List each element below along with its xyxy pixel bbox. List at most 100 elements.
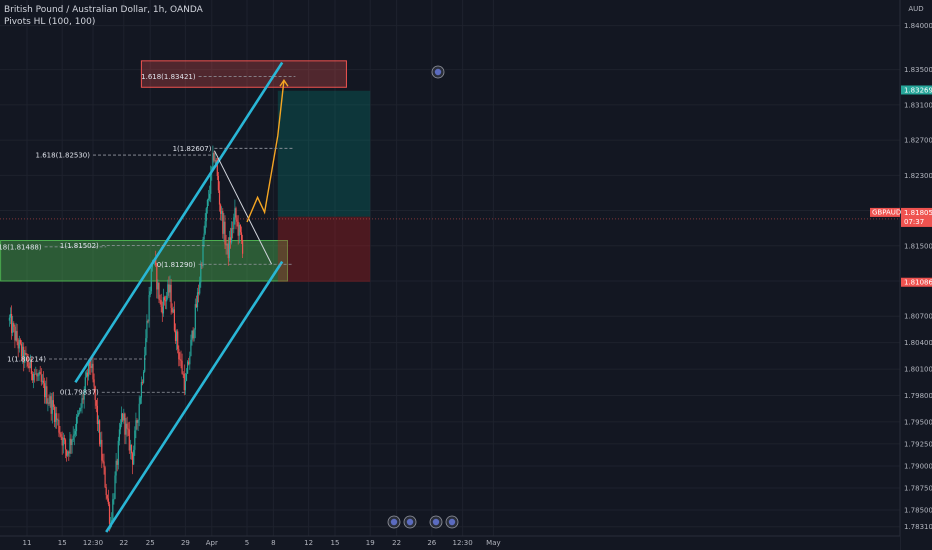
candle-body [140, 381, 142, 398]
candle-body [215, 160, 217, 164]
currency-label: AUD [908, 5, 923, 13]
fib-level-label: 1(1.82607) [173, 145, 212, 153]
candle-body [160, 300, 162, 308]
price-tick-label: 1.81500 [904, 242, 932, 250]
candle-body [200, 265, 202, 283]
candle-body [194, 304, 196, 330]
time-tick-label: 12 [304, 539, 313, 547]
candle-body [74, 431, 76, 435]
time-tick-label: 26 [427, 539, 436, 547]
candle-body [176, 331, 178, 341]
candle-body [102, 460, 104, 462]
time-tick-label: 8 [271, 539, 275, 547]
candle-body [178, 349, 180, 360]
candle-body [12, 323, 14, 333]
event-icons[interactable] [387, 65, 459, 529]
candle-body [124, 413, 126, 435]
candle-body [201, 265, 203, 266]
candle-body [73, 434, 75, 436]
candles [8, 145, 244, 532]
target-zone [277, 90, 371, 217]
candle-body [51, 400, 53, 414]
candle-body [206, 200, 208, 209]
candle-body [90, 365, 92, 368]
supply-zone [140, 60, 347, 88]
current-price-label: 1.81805 [904, 209, 932, 217]
stop-zone [277, 216, 371, 282]
candle-body [210, 172, 212, 194]
candle-body [121, 413, 123, 425]
candle-body [100, 439, 102, 445]
event-flag-icon-inner [390, 518, 398, 526]
candle-body [170, 284, 172, 308]
candle-body [182, 373, 184, 375]
candle-body [17, 341, 19, 349]
candle-body [141, 381, 144, 383]
zones [0, 60, 900, 282]
candle-body [179, 359, 181, 360]
candle-body [162, 297, 164, 314]
price-tick-label: 1.79250 [904, 440, 932, 448]
candle-body [89, 359, 91, 366]
candle-body [77, 415, 79, 417]
price-badge-label: 1.83269 [904, 86, 932, 94]
candle-body [107, 498, 109, 505]
candle-body [39, 371, 41, 375]
candle-body [50, 396, 52, 414]
time-tick-label: 29 [181, 539, 190, 547]
time-tick-label: 22 [392, 539, 401, 547]
price-axis[interactable]: AUD 1.84000 1.83500 1.83100 1.82700 1.82300 1.… [870, 0, 932, 550]
candle-body [238, 224, 240, 236]
event-flag-icon-inner [406, 518, 414, 526]
candle-body [119, 424, 122, 430]
candle-body [94, 386, 96, 401]
candle-body [9, 313, 12, 318]
candle-body [163, 297, 166, 301]
time-tick-label: Apr [206, 539, 218, 547]
price-tick-label: 1.79000 [904, 462, 932, 470]
candle-body [38, 371, 40, 376]
fib-level-label: 1(1.81502) [60, 242, 99, 250]
candle-body [8, 317, 10, 321]
candle-body [143, 371, 145, 383]
candle-body [216, 163, 218, 176]
candle-body [198, 292, 200, 294]
candle-body [222, 211, 224, 234]
candle-body [104, 467, 106, 488]
projection-arrow-head [279, 78, 289, 87]
candle-body [15, 331, 17, 341]
candle-body [123, 413, 125, 421]
candle-body [83, 389, 85, 400]
candle-body [53, 406, 56, 422]
candle-body [180, 359, 182, 361]
candle-body [78, 412, 80, 416]
candle-body [149, 291, 151, 296]
candle-body [237, 221, 239, 236]
candle-body [157, 282, 159, 290]
candle-body [26, 354, 28, 361]
candle-body [187, 361, 189, 374]
candle-body [184, 380, 186, 391]
candle-body [195, 304, 197, 308]
event-flag-icon-inner [448, 518, 456, 526]
candle-body [27, 360, 29, 367]
candle-body [214, 160, 216, 161]
candle-body [132, 453, 134, 465]
candle-body [129, 444, 131, 451]
candle-body [224, 221, 226, 245]
candle-body [59, 432, 61, 435]
fib-level-label: 1(1.80214) [7, 356, 46, 364]
price-tick-label: 1.78750 [904, 484, 932, 492]
price-tick-label: 1.82700 [904, 137, 932, 145]
candle-body [236, 219, 238, 222]
candle-body [234, 208, 236, 218]
indicator-label: Pivots HL (100, 100) [4, 17, 96, 27]
candle-body [108, 504, 111, 524]
candle-body [225, 244, 227, 246]
price-tick-label: 1.84000 [904, 22, 932, 30]
candle-body [48, 402, 50, 404]
candle-body [35, 373, 37, 375]
time-axis[interactable]: 11 15 12:30 22 25 29 Apr 5 8 12 15 19 22 26 12:30 May [0, 535, 900, 550]
candle-body [64, 439, 67, 450]
